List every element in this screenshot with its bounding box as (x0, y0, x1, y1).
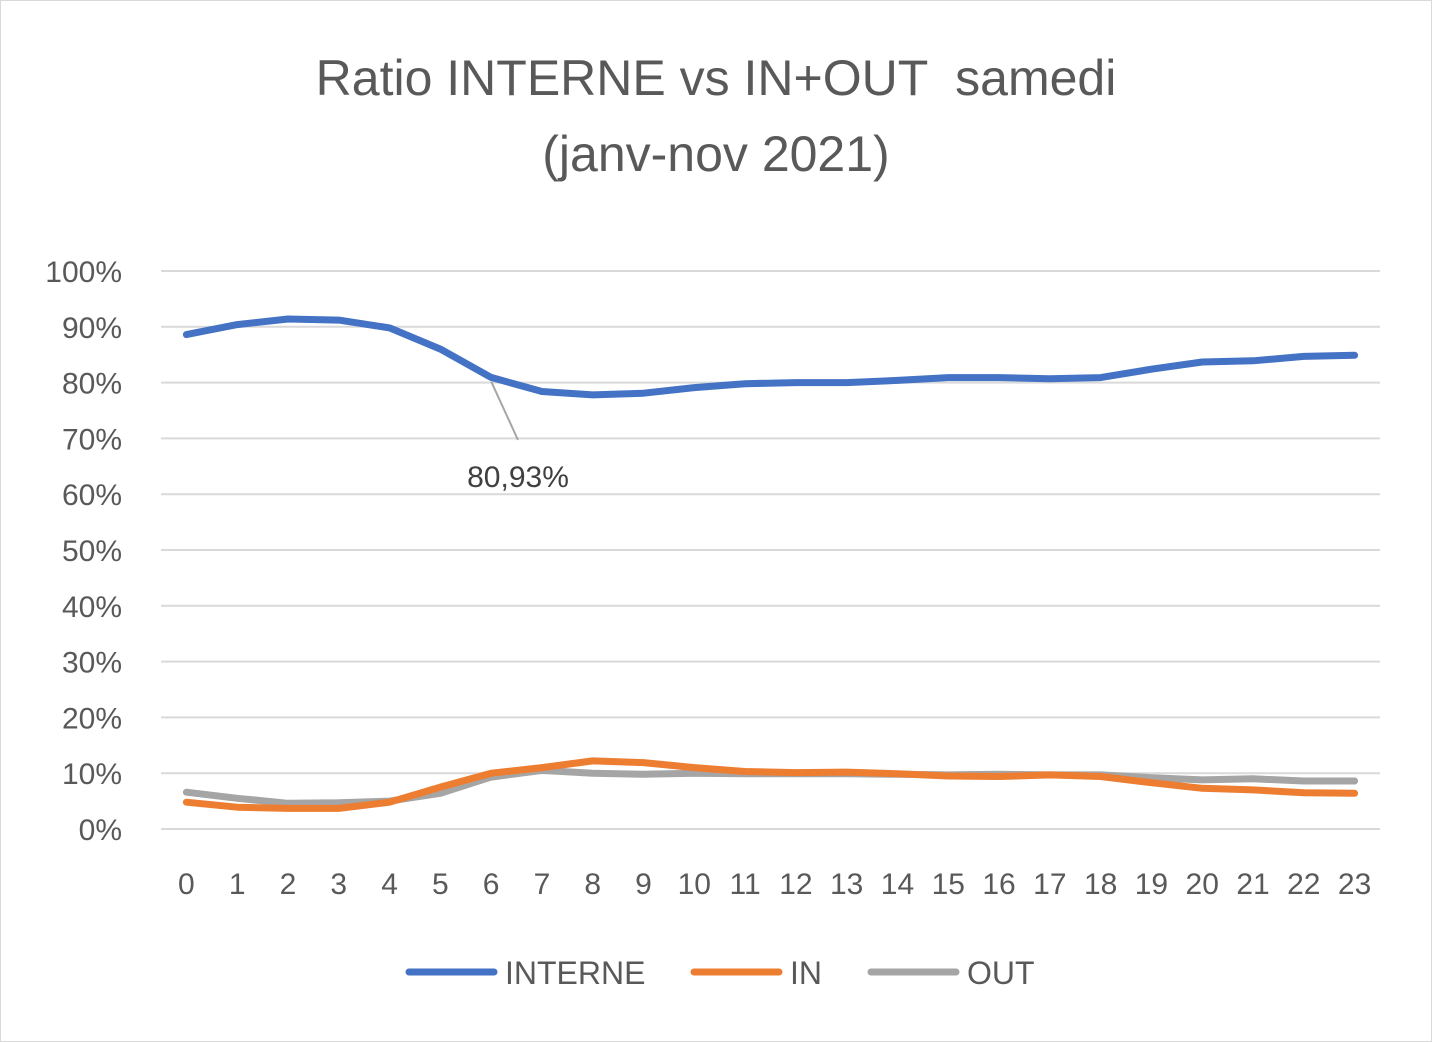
series-line-interne (182, 315, 1359, 399)
y-tick-label: 70% (62, 423, 122, 456)
annotation-label: 80,93% (467, 461, 569, 494)
y-tick-label: 40% (62, 591, 122, 624)
x-tick-label: 6 (483, 868, 500, 901)
series-line-in (182, 757, 1359, 812)
y-axis-ticks: 0% 10% 20% 30% 40% 50% 60% 70% 80% 90% 100% (45, 256, 122, 847)
x-tick-label: 7 (534, 868, 551, 901)
legend: INTERNE IN OUT (405, 955, 1035, 991)
legend-label-in: IN (790, 955, 822, 991)
x-axis-ticks: 0 1 2 3 4 5 6 7 8 9 10 11 12 13 14 15 16 17 18 19 20 21 22 23 (178, 868, 1371, 901)
chart-title-line2: (janv-nov 2021) (542, 126, 890, 182)
x-tick-label: 8 (584, 868, 601, 901)
x-tick-label: 16 (982, 868, 1015, 901)
y-tick-label: 0% (79, 814, 122, 847)
y-tick-label: 60% (62, 479, 122, 512)
x-tick-label: 2 (280, 868, 297, 901)
chart-title-line1: Ratio INTERNE vs IN+OUT samedi (315, 50, 1117, 106)
x-tick-label: 4 (381, 868, 398, 901)
gridlines (161, 270, 1380, 830)
data-annotation: 80,93% (467, 380, 569, 494)
x-tick-label: 19 (1135, 868, 1168, 901)
x-tick-label: 5 (432, 868, 449, 901)
legend-label-out: OUT (967, 955, 1035, 991)
annotation-leader-line (490, 380, 519, 441)
x-tick-label: 10 (678, 868, 711, 901)
x-tick-label: 18 (1084, 868, 1117, 901)
y-tick-label: 80% (62, 368, 122, 401)
y-tick-label: 100% (45, 256, 122, 289)
legend-label-interne: INTERNE (505, 955, 645, 991)
x-tick-label: 1 (229, 868, 246, 901)
y-tick-label: 30% (62, 647, 122, 680)
y-tick-label: 20% (62, 702, 122, 735)
x-tick-label: 13 (830, 868, 863, 901)
chart-title: Ratio INTERNE vs IN+OUT samedi (janv-nov… (0, 40, 1432, 192)
x-tick-label: 22 (1287, 868, 1320, 901)
y-tick-label: 10% (62, 758, 122, 791)
x-tick-label: 0 (178, 868, 195, 901)
series-lines (182, 315, 1359, 812)
y-tick-label: 90% (62, 312, 122, 345)
x-tick-label: 11 (730, 868, 761, 901)
x-tick-label: 23 (1338, 868, 1371, 901)
y-tick-label: 50% (62, 535, 122, 568)
x-tick-label: 3 (330, 868, 347, 901)
x-tick-label: 9 (635, 868, 652, 901)
x-tick-label: 20 (1186, 868, 1219, 901)
x-tick-label: 21 (1236, 868, 1269, 901)
x-tick-label: 12 (779, 868, 812, 901)
x-tick-label: 15 (932, 868, 965, 901)
x-tick-label: 17 (1033, 868, 1066, 901)
x-tick-label: 14 (881, 868, 914, 901)
